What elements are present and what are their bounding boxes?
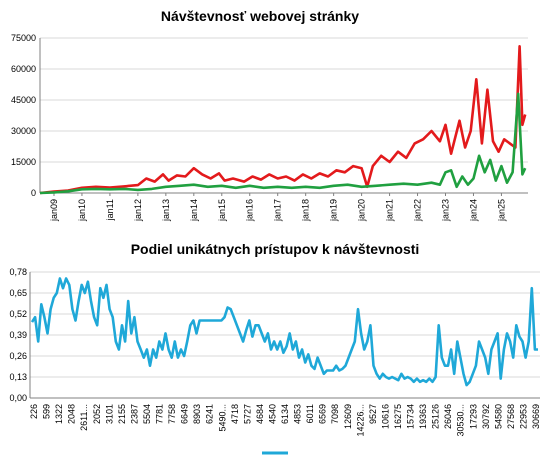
chart-2-x-tick-label: 2155 [117, 404, 127, 424]
chart-2-x-tick-label: 4718 [230, 404, 240, 424]
chart-2-x-tick-label: 2048 [67, 404, 77, 424]
chart-1-x-tick-label: jan25 [496, 199, 506, 222]
chart-2-x-tick-label: 4540 [267, 404, 277, 424]
chart-1-y-tick-label: 45000 [11, 95, 36, 105]
chart-2-x-tick-label: 7758 [167, 404, 177, 424]
chart-2-x-tick-label: 30530... [456, 404, 466, 437]
chart-2-y-tick-label: 0,26 [9, 351, 27, 361]
chart-2-y-tick-label: 0,78 [9, 267, 27, 277]
chart-2-y-tick-label: 0,13 [9, 372, 27, 382]
chart-2-x-tick-label: 17293 [468, 404, 478, 429]
chart-1-x-tick-label: jan15 [217, 199, 227, 222]
chart-2-x-tick-label: 6649 [180, 404, 190, 424]
chart-2-x-tick-label: 7781 [155, 404, 165, 424]
chart-1-y-tick-label: 60000 [11, 64, 36, 74]
chart-2-x-tick-label: 10616 [380, 404, 390, 429]
chart-1-x-tick-label: jan19 [329, 199, 339, 222]
chart-2-x-tick-label: 2611... [79, 404, 89, 431]
chart-2-x-tick-label: 2387 [129, 404, 139, 424]
chart-1-x-tick-label: jan22 [413, 199, 423, 222]
chart-2-x-tick-label: 16275 [393, 404, 403, 429]
chart-1-x-tick-label: jan13 [161, 199, 171, 222]
chart-1-x-tick-label: jan20 [357, 199, 367, 222]
chart-2-x-tick-label: 26046 [443, 404, 453, 429]
chart-2-x-tick-label: 2052 [92, 404, 102, 424]
chart-2-x-tick-label: 6241 [205, 404, 215, 424]
chart-1-x-tick-label: jan14 [189, 199, 199, 222]
chart-2-x-tick-label: 5727 [242, 404, 252, 424]
chart-2-x-tick-label: 27568 [506, 404, 516, 429]
chart-1-x-tick-label: jan24 [468, 199, 478, 222]
chart-2-y-tick-label: 0,52 [9, 309, 27, 319]
chart-1-x-tick-label: jan12 [133, 199, 143, 222]
chart-2-y-tick-label: 0,65 [9, 288, 27, 298]
chart-2-x-tick-label: 30669 [531, 404, 541, 429]
chart-2-x-tick-label: 9527 [368, 404, 378, 424]
chart-2-x-tick-label: 6569 [318, 404, 328, 424]
chart-1-x-tick-label: jan10 [77, 199, 87, 222]
chart-2-x-tick-label: 6134 [280, 404, 290, 424]
chart-1-x-tick-label: jan23 [441, 199, 451, 222]
chart-2-x-tick-label: 30792 [481, 404, 491, 429]
chart-2-title: Podiel unikátnych prístupov k návštevnos… [131, 241, 420, 257]
chart-2-series-line [30, 277, 538, 387]
chart-2-x-tick-label: 12609 [343, 404, 353, 429]
chart-1-y-tick-label: 30000 [11, 126, 36, 136]
chart-2-x-tick-label: 226 [29, 404, 39, 419]
chart-1-y-tick-label: 15000 [11, 157, 36, 167]
chart-1-x-tick-label: jan17 [273, 199, 283, 222]
chart-2-y-tick-label: 0,39 [9, 330, 27, 340]
chart-2-x-tick-label: 5504 [142, 404, 152, 424]
chart-2-x-tick-label: 22953 [518, 404, 528, 429]
chart-2-x-tick-label: 5490... [217, 404, 227, 432]
chart-1-x-tick-label: jan21 [385, 199, 395, 222]
chart-2-x-tick-label: 14226... [355, 404, 365, 437]
chart-2-x-tick-label: 3101 [104, 404, 114, 424]
chart-2-y-tick-label: 0,00 [9, 393, 27, 403]
chart-2-x-tick-label: 4684 [255, 404, 265, 424]
chart-1-series-1-line [39, 45, 527, 195]
chart-1-series-2-line [39, 92, 527, 195]
chart-1-y-tick-label: 0 [31, 188, 36, 198]
chart-2-x-tick-label: 1322 [54, 404, 64, 424]
chart-1-title: Návštevnosť webovej stránky [161, 8, 359, 24]
chart-1-x-tick-label: jan09 [49, 199, 59, 222]
chart-2-x-tick-label: 7098 [330, 404, 340, 424]
chart-2-x-tick-label: 4853 [293, 404, 303, 424]
chart-2-x-tick-label: 8903 [192, 404, 202, 424]
chart-2-x-tick-label: 599 [42, 404, 52, 419]
chart-2-x-tick-label: 19363 [418, 404, 428, 429]
chart-2-x-tick-label: 15734 [406, 404, 416, 429]
chart-1-x-tick-label: jan16 [245, 199, 255, 222]
chart-1-x-tick-label: jan18 [301, 199, 311, 222]
chart-2-x-tick-label: 54580 [493, 404, 503, 429]
chart-2-x-tick-label: 25126 [431, 404, 441, 429]
chart-1-y-tick-label: 75000 [11, 33, 36, 43]
chart-2-x-tick-label: 6011 [305, 404, 315, 423]
chart-1-x-tick-label: jan11 [105, 199, 115, 221]
